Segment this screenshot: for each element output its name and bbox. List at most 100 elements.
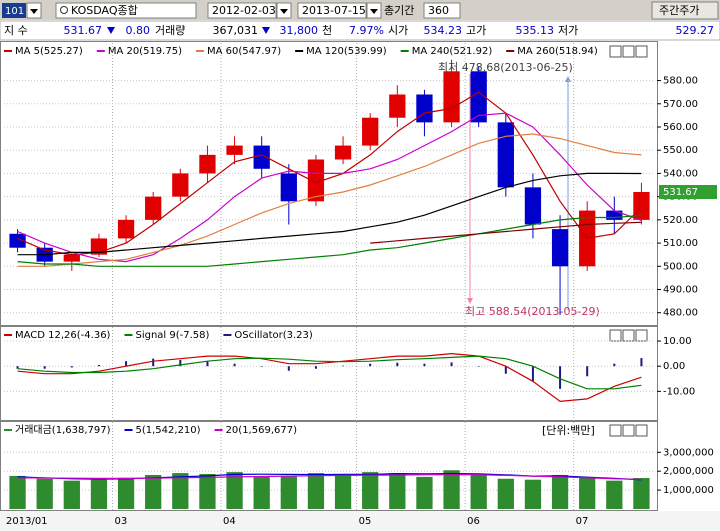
series-line <box>370 221 642 244</box>
panel-button[interactable] <box>609 45 622 58</box>
index-value: 531.67 <box>64 24 103 37</box>
bar <box>9 475 26 509</box>
low: 529.27 <box>676 24 715 37</box>
high: 535.13 <box>516 24 555 37</box>
panel-close[interactable] <box>635 329 648 342</box>
y-tick-label: 520.00 <box>663 215 698 226</box>
start-date: 2012-02-03 <box>212 4 276 17</box>
legend-label: MA 260(518.94) <box>517 46 598 57</box>
guide-arrow <box>467 298 473 304</box>
series-line <box>17 112 642 263</box>
bar <box>145 474 162 509</box>
panel-button[interactable] <box>622 45 635 58</box>
market-field[interactable] <box>55 2 197 19</box>
period-field[interactable] <box>423 2 461 19</box>
code: 101 <box>5 6 24 17</box>
bar <box>423 363 426 367</box>
volume-unit: [단위:백만] <box>542 424 595 437</box>
bar <box>362 472 379 509</box>
panel-button[interactable] <box>609 424 622 437</box>
y-tick-label: 490.00 <box>663 285 698 296</box>
start-date-field[interactable] <box>207 2 277 19</box>
panel-close[interactable] <box>635 424 648 437</box>
x-tick-label: 04 <box>223 516 236 527</box>
down-arrow <box>107 27 115 34</box>
bar <box>253 476 270 509</box>
end-date: 2013-07-15 <box>302 4 366 17</box>
bar <box>389 473 406 509</box>
bar <box>172 473 189 509</box>
legend-label: 5(1,542,210) <box>136 425 201 436</box>
bar <box>443 470 460 509</box>
guide-arrow <box>565 76 571 82</box>
price-tag-label: 531.67 <box>663 187 698 198</box>
legend-label: MA 20(519.75) <box>108 46 182 57</box>
legend-label: 20(1,569,677) <box>226 425 298 436</box>
bar <box>450 362 453 367</box>
bar <box>16 366 19 369</box>
y-tick-label: 570.00 <box>663 99 698 110</box>
bar <box>334 474 352 509</box>
candle-body <box>362 117 379 146</box>
end-date-field[interactable] <box>297 2 367 19</box>
y-tick-label: 500.00 <box>663 261 698 272</box>
bar <box>179 359 182 367</box>
bar <box>43 366 46 369</box>
y-tick-label: 2,000,000 <box>663 466 714 477</box>
y-tick-label: 580.00 <box>663 76 698 87</box>
high-label: 고가 <box>466 24 486 37</box>
y-tick-label: 560.00 <box>663 122 698 133</box>
open: 534.23 <box>424 24 463 37</box>
panel-button[interactable] <box>609 329 622 342</box>
price-panel <box>0 41 658 326</box>
y-tick-label: 540.00 <box>663 168 698 179</box>
bar <box>531 366 534 382</box>
bar <box>280 475 297 509</box>
candle-body <box>606 210 623 220</box>
x-tick-label: 07 <box>576 516 589 527</box>
legend-label: MA 240(521.92) <box>412 46 493 57</box>
weekly-button[interactable] <box>651 1 719 20</box>
index-label: 지 수 <box>4 24 28 37</box>
series-line <box>17 172 642 256</box>
candle-body <box>470 71 487 123</box>
quote-row <box>0 20 720 41</box>
candle-body <box>416 94 433 123</box>
price-tag <box>659 185 717 199</box>
bar <box>551 474 569 509</box>
panel-close[interactable] <box>635 45 648 58</box>
bar <box>342 365 345 367</box>
bar <box>36 478 53 509</box>
panel-button[interactable] <box>622 424 635 437</box>
candle-body <box>280 173 297 202</box>
bar <box>559 366 562 389</box>
legend-label: MA 5(525.27) <box>15 46 83 57</box>
bar <box>233 363 236 367</box>
code-box[interactable] <box>2 3 26 18</box>
candle-body <box>145 196 162 220</box>
bar <box>396 362 399 367</box>
bar <box>613 363 616 367</box>
bar <box>477 366 480 367</box>
volume-panel <box>0 421 658 511</box>
bar <box>524 479 542 509</box>
x-tick-label: 05 <box>359 516 372 527</box>
bar <box>497 478 514 509</box>
annotation-high: 최고 588.54(2013-05-29) <box>465 305 600 318</box>
bar <box>125 361 128 367</box>
low-label: 저가 <box>558 24 578 37</box>
y-tick-label: 550.00 <box>663 145 698 156</box>
bar <box>260 366 263 367</box>
x-tick-label: 2013/01 <box>6 516 48 527</box>
x-tick-label: 03 <box>115 516 128 527</box>
candle-body <box>334 145 352 160</box>
bar <box>633 478 650 509</box>
y-tick-label: 510.00 <box>663 238 698 249</box>
volume-label: 거래량 <box>155 24 185 37</box>
bar <box>63 480 80 509</box>
candle-body <box>226 145 243 155</box>
volume-change: 31,800 <box>280 24 319 37</box>
candle-body <box>497 122 514 188</box>
x-axis-bar <box>0 511 720 531</box>
panel-button[interactable] <box>622 329 635 342</box>
